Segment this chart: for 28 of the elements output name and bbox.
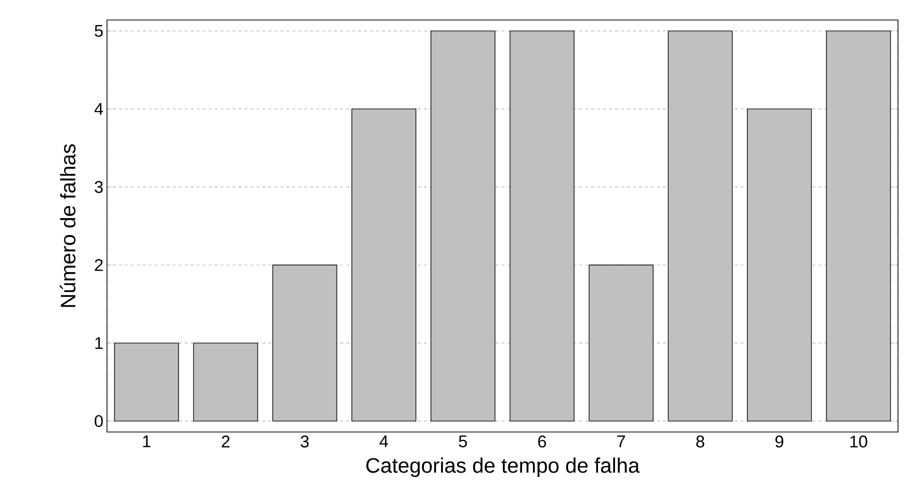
y-tick-label: 3 bbox=[94, 180, 103, 193]
x-axis-title: Categorias de tempo de falha bbox=[366, 458, 640, 478]
bar bbox=[826, 30, 891, 422]
x-tick-label: 10 bbox=[850, 436, 868, 448]
bar bbox=[430, 30, 496, 422]
bar bbox=[668, 30, 733, 422]
y-tick-label: 0 bbox=[94, 415, 103, 428]
y-tick-label: 1 bbox=[95, 337, 103, 349]
x-tick-label: 2 bbox=[222, 436, 230, 448]
y-axis-title: Número de falhas bbox=[60, 144, 76, 307]
bar bbox=[193, 342, 258, 422]
bar bbox=[746, 108, 812, 422]
bar bbox=[588, 264, 654, 422]
x-tick-label: 1 bbox=[143, 436, 150, 448]
x-tick-label: 9 bbox=[775, 436, 784, 448]
x-tick-label: 8 bbox=[696, 436, 704, 448]
x-tick-label: 6 bbox=[538, 436, 546, 448]
y-tick-label: 5 bbox=[94, 25, 103, 37]
x-tick-label: 3 bbox=[300, 436, 309, 448]
x-tick-label: 5 bbox=[458, 436, 467, 448]
x-tick-label: 7 bbox=[617, 436, 626, 448]
bar bbox=[272, 264, 338, 422]
x-tick-label: 4 bbox=[380, 436, 388, 448]
bar bbox=[351, 108, 416, 422]
y-tick-label: 4 bbox=[94, 103, 103, 115]
y-tick-label: 2 bbox=[94, 259, 103, 271]
bar bbox=[510, 30, 574, 422]
bar bbox=[114, 342, 179, 422]
